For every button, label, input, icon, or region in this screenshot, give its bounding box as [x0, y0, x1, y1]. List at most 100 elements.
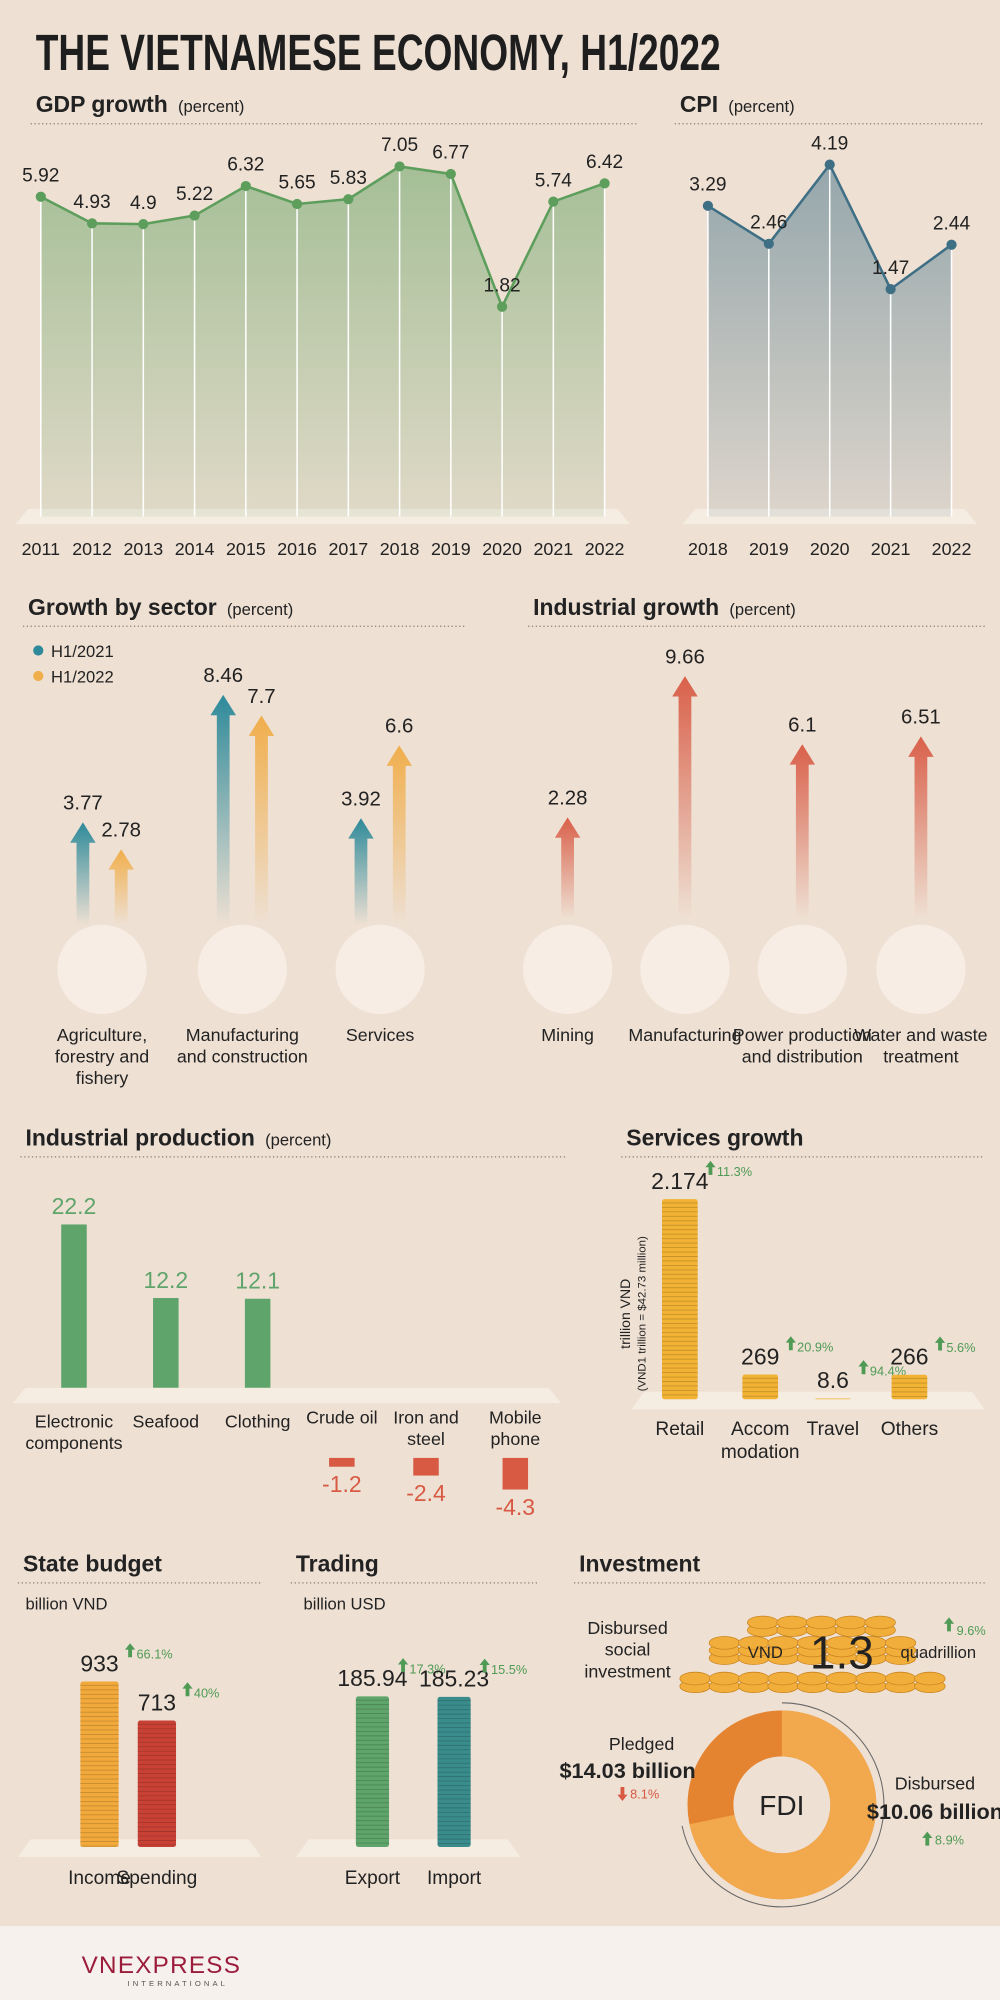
value-label: 2.44 — [933, 213, 971, 234]
value-label: 5.22 — [176, 184, 213, 205]
social-label: Disbursed social investment — [584, 1617, 671, 1682]
center-label: FDI — [759, 1790, 804, 1821]
x-tick-label: 2012 — [72, 539, 112, 559]
x-tick-label: 2021 — [533, 539, 573, 559]
change-arrow — [943, 1617, 955, 1632]
coin-bar — [891, 1374, 928, 1400]
category-label: Agriculture, forestry and fishery — [54, 1024, 150, 1089]
change-label: 8.1% — [630, 1786, 659, 1801]
value-label: 4.93 — [73, 192, 110, 213]
coin-bar — [742, 1374, 779, 1400]
coin — [914, 1671, 946, 1686]
platform — [295, 1839, 521, 1858]
category-label-box: Others — [880, 1418, 939, 1441]
disbursed-value: $10.06 billion — [867, 1799, 1000, 1824]
value-label: 933 — [80, 1650, 118, 1676]
value-label: 6.42 — [586, 152, 623, 173]
value-label: 8.6 — [817, 1367, 849, 1393]
section-title: State budget — [23, 1550, 162, 1576]
social-unit: quadrillion — [901, 1643, 977, 1662]
page-title: THE VIETNAMESE ECONOMY, H1/2022 — [36, 24, 721, 81]
coin-bar — [137, 1720, 177, 1847]
category-label: Import — [426, 1867, 482, 1890]
bar — [413, 1457, 439, 1476]
value-label: 5.74 — [535, 170, 573, 191]
x-tick-label: 2018 — [380, 539, 420, 559]
category-label: Travel — [806, 1418, 860, 1441]
change-arrow — [785, 1336, 796, 1351]
y-axis-note: (VND1 trillion = $42.73 million) — [636, 1236, 648, 1391]
category-label-box: Manufacturing and construction — [177, 1024, 308, 1066]
category-label-box: Crude oil — [306, 1406, 378, 1428]
value-label: 2.46 — [750, 212, 787, 233]
section-subtitle: (percent) — [265, 1130, 331, 1149]
icon-circle — [757, 924, 847, 1015]
value-label: 185.94 — [337, 1665, 407, 1691]
platform — [17, 1839, 262, 1858]
value-label: 713 — [138, 1689, 176, 1715]
category-label: Mining — [541, 1024, 594, 1045]
change-arrow — [397, 1658, 409, 1673]
coin-bar — [80, 1681, 119, 1847]
change-arrow — [934, 1336, 946, 1351]
donut-disbursed — [689, 1710, 877, 1900]
value-label: 8.46 — [203, 665, 243, 687]
value-label: 6.6 — [385, 716, 413, 738]
category-label: Others — [880, 1418, 939, 1441]
disbursed-label: Disbursed — [895, 1774, 975, 1794]
category-label: Income — [68, 1867, 131, 1890]
category-label: Clothing — [224, 1410, 291, 1432]
value-label: 7.05 — [381, 135, 418, 156]
x-tick-label: 2018 — [688, 539, 728, 559]
coin — [884, 1636, 917, 1650]
section-subtitle: (percent) — [227, 600, 293, 619]
category-label-box: Clothing — [224, 1410, 291, 1432]
value-label: 12.1 — [235, 1268, 280, 1294]
value-label: 1.82 — [483, 275, 520, 296]
category-label-box: Seafood — [133, 1411, 200, 1431]
section-subtitle: (percent) — [728, 97, 794, 116]
point — [394, 161, 405, 172]
value-label: 12.2 — [143, 1267, 188, 1293]
social-label-box: Disbursed social investment — [584, 1617, 671, 1682]
category-label: Crude oil — [306, 1406, 378, 1428]
value-label: 1.47 — [872, 258, 909, 279]
value-label: 7.7 — [247, 686, 275, 708]
arrow — [386, 745, 412, 925]
value-label: 4.9 — [130, 193, 157, 214]
category-label-box: Power production and distribution — [733, 1024, 872, 1066]
point — [35, 191, 46, 202]
point — [496, 301, 508, 312]
category-label-box: Water and waste treatment — [854, 1024, 987, 1066]
category-label-box: Electronic components — [25, 1411, 122, 1453]
growth-label: 17.3% — [409, 1661, 445, 1676]
category-label-box: Travel — [806, 1418, 860, 1441]
category-label-box: Retail — [655, 1418, 704, 1440]
arrow — [348, 818, 374, 925]
x-tick-label: 2015 — [226, 539, 266, 559]
point — [946, 239, 957, 250]
category-label: Manufacturing — [628, 1024, 742, 1045]
category-label: Services — [345, 1024, 415, 1045]
value-label: -4.3 — [496, 1494, 536, 1520]
section-subtitle: (percent) — [729, 600, 795, 619]
coin — [708, 1671, 741, 1686]
x-tick-label: 2021 — [871, 539, 911, 559]
value-label: -1.2 — [322, 1471, 362, 1497]
x-tick-label: 2016 — [277, 539, 317, 559]
change-label: 8.9% — [935, 1832, 964, 1847]
x-tick-label: 2013 — [123, 539, 163, 559]
arrow — [248, 715, 275, 925]
icon-circle — [522, 924, 613, 1015]
coin — [864, 1615, 896, 1630]
category-label: Iron and steel — [393, 1406, 459, 1449]
category-label-box: Spending — [116, 1867, 197, 1889]
bar — [153, 1298, 179, 1388]
point — [702, 200, 714, 211]
point — [548, 196, 559, 207]
social-currency: VND — [748, 1643, 783, 1662]
section-subtitle: (percent) — [178, 97, 244, 116]
arrow — [554, 817, 581, 919]
